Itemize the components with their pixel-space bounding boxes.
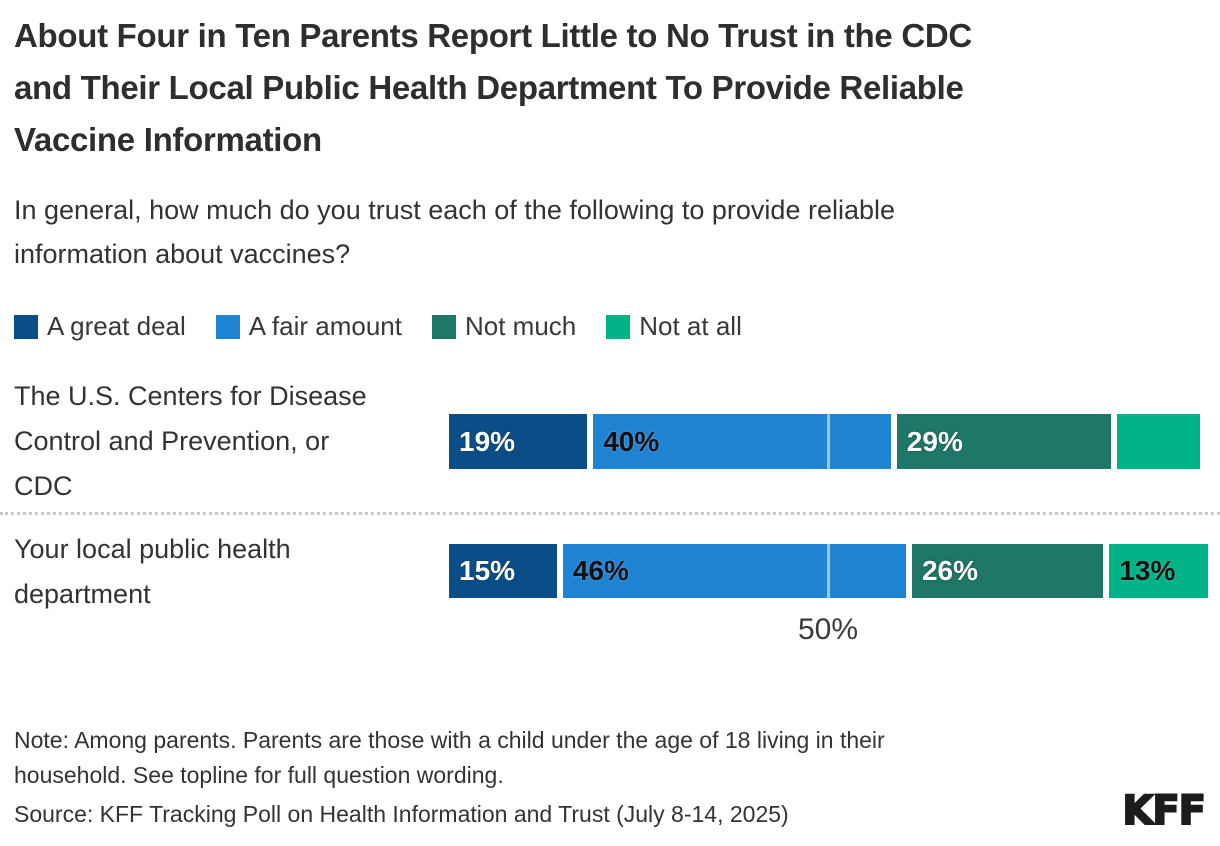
legend-swatch-not-much bbox=[431, 314, 456, 339]
bar-value-label: 19% bbox=[459, 425, 516, 457]
bar-segment-dept-not-at-all[interactable]: 13% bbox=[1109, 544, 1208, 598]
x-axis-tick-50: 50% bbox=[797, 613, 859, 646]
chart-source: Source: KFF Tracking Poll on Health Info… bbox=[14, 801, 789, 827]
chart-subtitle: In general, how much do you trust each o… bbox=[14, 195, 896, 269]
legend: A great deal A fair amount Not much Not … bbox=[14, 311, 742, 342]
legend-label-a-great-deal: A great deal bbox=[47, 311, 186, 341]
chart-note: Note: Among parents. Parents are those w… bbox=[14, 727, 885, 788]
legend-item-a-fair-amount: A fair amount bbox=[215, 311, 402, 342]
legend-label-not-at-all: Not at all bbox=[639, 311, 742, 341]
legend-item-not-much: Not much bbox=[431, 311, 577, 342]
bar-value-label: 40% bbox=[603, 425, 660, 457]
bar-row-cdc: 19% 40% 29% bbox=[449, 414, 1208, 469]
bar-segment-dept-a-fair-amount[interactable]: 46% bbox=[562, 544, 912, 598]
bar-value-label: 26% bbox=[921, 555, 979, 586]
bar-segment-cdc-a-fair-amount[interactable]: 40% bbox=[593, 414, 897, 469]
bar-value-label: 15% bbox=[459, 555, 516, 586]
category-label-local-health-dept: Your local public health department bbox=[14, 534, 291, 609]
bar-row-local-health-dept: 15% 46% 26% 13% bbox=[449, 544, 1208, 598]
legend-swatch-a-great-deal bbox=[14, 314, 38, 339]
bar-value-label: 29% bbox=[906, 425, 963, 457]
legend-label-a-fair-amount: A fair amount bbox=[248, 311, 402, 341]
bar-value-label: 13% bbox=[1119, 555, 1176, 586]
legend-swatch-a-fair-amount bbox=[215, 314, 240, 339]
bar-segment-dept-not-much[interactable]: 26% bbox=[911, 544, 1110, 598]
chart-title: About Four in Ten Parents Report Little … bbox=[14, 17, 972, 158]
bar-segment-cdc-not-at-all[interactable] bbox=[1116, 414, 1201, 469]
legend-label-not-much: Not much bbox=[464, 311, 577, 341]
legend-swatch-not-at-all bbox=[606, 314, 631, 339]
legend-item-not-at-all: Not at all bbox=[606, 311, 742, 342]
bar-segment-cdc-not-much[interactable]: 29% bbox=[896, 414, 1117, 469]
category-label-cdc: The U.S. Centers for Disease Control and… bbox=[14, 381, 367, 501]
bar-segment-cdc-a-great-deal[interactable]: 19% bbox=[449, 414, 594, 469]
legend-item-a-great-deal: A great deal bbox=[14, 311, 186, 342]
row-separator-dotted bbox=[0, 512, 1220, 515]
kff-logo: KFF bbox=[1121, 787, 1207, 835]
bar-value-label: 46% bbox=[572, 555, 629, 586]
bar-segment-dept-a-great-deal[interactable]: 15% bbox=[449, 544, 563, 598]
